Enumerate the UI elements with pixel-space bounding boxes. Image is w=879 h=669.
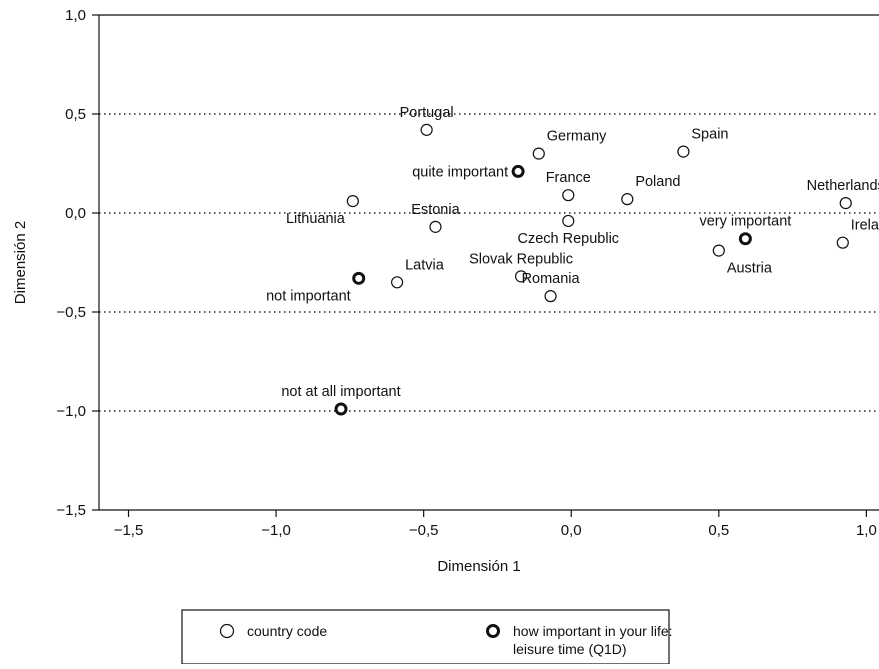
country-point (420, 123, 433, 136)
point-label: Netherlands (807, 178, 879, 194)
country-point (391, 276, 404, 289)
country-point (621, 193, 634, 206)
country-point (839, 197, 852, 210)
data-points (334, 123, 852, 416)
x-tick-label: 0,5 (708, 522, 729, 539)
point-label: not important (266, 288, 351, 304)
legend-label: leisure time (Q1D) (513, 641, 627, 657)
country-point (562, 189, 575, 202)
point-label: Slovak Republic (469, 251, 573, 267)
point-label: Estonia (411, 202, 460, 218)
point-label: Austria (727, 261, 773, 277)
gridlines (99, 113, 879, 412)
category-point (511, 164, 525, 178)
point-label: Latvia (405, 257, 445, 273)
country-point (544, 290, 557, 303)
country-point (712, 244, 725, 257)
point-label: Poland (635, 174, 680, 190)
x-tick-label: 1,0 (856, 522, 877, 539)
point-label: Czech Republic (518, 231, 620, 247)
point-label: quite important (412, 164, 508, 180)
y-tick-label: 0,5 (65, 106, 86, 123)
y-tick-label: −1,5 (56, 502, 86, 519)
x-tick-label: −1,5 (114, 522, 144, 539)
point-label: Portugal (400, 105, 454, 121)
country-point (346, 195, 359, 208)
point-label: Ireland (851, 218, 879, 234)
point-label: France (546, 170, 591, 186)
y-axis-title: Dimensión 2 (12, 221, 29, 304)
point-label: Spain (691, 127, 728, 143)
country-point (836, 236, 849, 249)
point-label: not at all important (281, 384, 400, 400)
y-tick-label: 0,0 (65, 205, 86, 222)
country-point (514, 270, 528, 283)
axes: 1,0 0,5 0,0 −0,5 −1,0 −1,5 −1,5 −1,0 −0,5 0,0 0,5 1… (56, 7, 879, 539)
legend-bold-circle-marker (486, 624, 500, 638)
x-tick-label: −0,5 (409, 522, 439, 539)
category-point (352, 271, 366, 285)
legend-box (181, 609, 670, 665)
country-point (429, 220, 442, 233)
x-tick-label: −1,0 (261, 522, 291, 539)
category-point (334, 402, 348, 416)
country-point (562, 214, 575, 228)
category-point (738, 232, 752, 246)
point-label: Lithuania (286, 211, 346, 227)
x-axis-title: Dimensión 1 (437, 558, 520, 575)
legend-circle-marker (219, 623, 235, 639)
country-point (677, 145, 690, 158)
x-tick-label: 0,0 (561, 522, 582, 539)
legend-label: how important in your life: (513, 623, 673, 639)
point-label: Romania (522, 271, 581, 287)
legend-label: country code (247, 623, 327, 639)
point-label: Germany (547, 129, 607, 145)
legend: country code how important in your life: l… (181, 609, 673, 665)
country-point (532, 147, 545, 160)
y-tick-label: −1,0 (56, 403, 86, 420)
y-tick-label: 1,0 (65, 7, 86, 24)
point-labels: Portugal Germany Spain France Poland Netherla… (266, 105, 879, 400)
point-label: very important (699, 214, 791, 230)
y-tick-label: −0,5 (56, 304, 86, 321)
